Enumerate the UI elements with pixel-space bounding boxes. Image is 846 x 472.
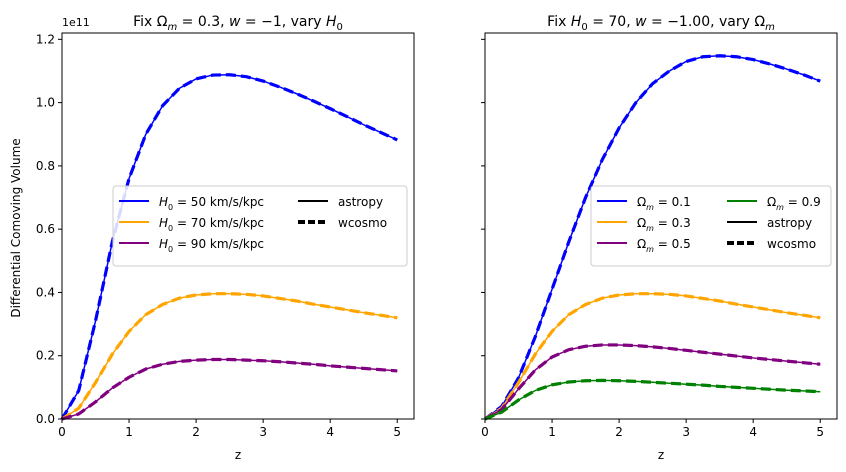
x-tick-label: 2 xyxy=(615,425,623,439)
legend-label: wcosmo xyxy=(338,216,387,230)
y-tick-label: 0.6 xyxy=(36,222,55,236)
legend-label: wcosmo xyxy=(767,237,816,251)
legend-label: Ωm = 0.5 xyxy=(637,237,691,254)
left-panel: 0 1 2 3 4 5 0.0 0.2 0.4 0.6 0.8 1.0 1.2 z Fix Ωm = 0.3… xyxy=(36,14,415,462)
series-line-astropy-3 xyxy=(484,379,821,420)
y-axis-label: Differential Comoving Volume xyxy=(9,138,23,317)
y-offset-label: 1e11 xyxy=(62,16,90,29)
series-line-wcosmo-2 xyxy=(61,357,398,421)
y-tick-label: 1.0 xyxy=(36,96,55,110)
series-line-wcosmo-0 xyxy=(60,73,398,420)
legend-label: H0 = 70 km/s/kpc xyxy=(159,216,264,233)
series-line-wcosmo-1 xyxy=(61,292,398,421)
x-tick-label: 3 xyxy=(259,425,267,439)
x-tick-label: 0 xyxy=(481,425,489,439)
x-tick-label: 0 xyxy=(58,425,66,439)
x-tick-label: 3 xyxy=(682,425,690,439)
legend-label: H0 = 90 km/s/kpc xyxy=(159,237,264,254)
y-tick-label: 0.2 xyxy=(36,349,55,363)
legend-label: Ωm = 0.3 xyxy=(637,216,691,233)
x-tick-label: 4 xyxy=(749,425,757,439)
y-tick-label: 0.0 xyxy=(36,412,55,426)
x-tick-label: 5 xyxy=(816,425,824,439)
chart-title: Fix Ωm = 0.3, w = −1, vary H0 xyxy=(133,14,343,33)
y-tick-label: 0.4 xyxy=(36,285,55,299)
x-tick-label: 1 xyxy=(125,425,133,439)
chart-title: Fix H0 = 70, w = −1.00, vary Ωm xyxy=(547,14,775,33)
legend-label: astropy xyxy=(767,216,812,230)
series-line-wcosmo-1 xyxy=(484,292,821,421)
legend-label: H0 = 50 km/s/kpc xyxy=(159,195,264,212)
x-tick-label: 2 xyxy=(192,425,200,439)
legend-label: astropy xyxy=(338,195,383,209)
legend-label: Ωm = 0.1 xyxy=(637,195,691,212)
y-tick-label: 0.8 xyxy=(36,159,55,173)
x-axis-label: z xyxy=(235,448,241,462)
legend-box xyxy=(590,185,832,267)
legend: H0 = 50 km/s/kpc H0 = 70 km/s/kpc H0 = 90 … xyxy=(112,185,408,267)
y-tick-label: 1.2 xyxy=(36,32,55,46)
legend-box xyxy=(112,185,408,267)
axes-frame xyxy=(61,32,415,420)
series-line-wcosmo-0 xyxy=(484,54,821,421)
legend: Ωm = 0.1 Ωm = 0.3 Ωm = 0.5 Ωm = 0.9 astropy w… xyxy=(590,185,832,267)
x-tick-label: 4 xyxy=(326,425,334,439)
legend-label: Ωm = 0.9 xyxy=(767,195,821,212)
series-line-wcosmo-2 xyxy=(484,343,821,421)
x-tick-label: 1 xyxy=(548,425,556,439)
x-axis-label: z xyxy=(658,448,664,462)
right-panel: 0 1 2 3 4 5 z Fix H0 = 70, w = −1.00, vary Ωm Ωm… xyxy=(481,14,838,462)
x-tick-label: 5 xyxy=(393,425,401,439)
axes-frame xyxy=(484,32,838,420)
series-line-wcosmo-3 xyxy=(484,378,821,421)
